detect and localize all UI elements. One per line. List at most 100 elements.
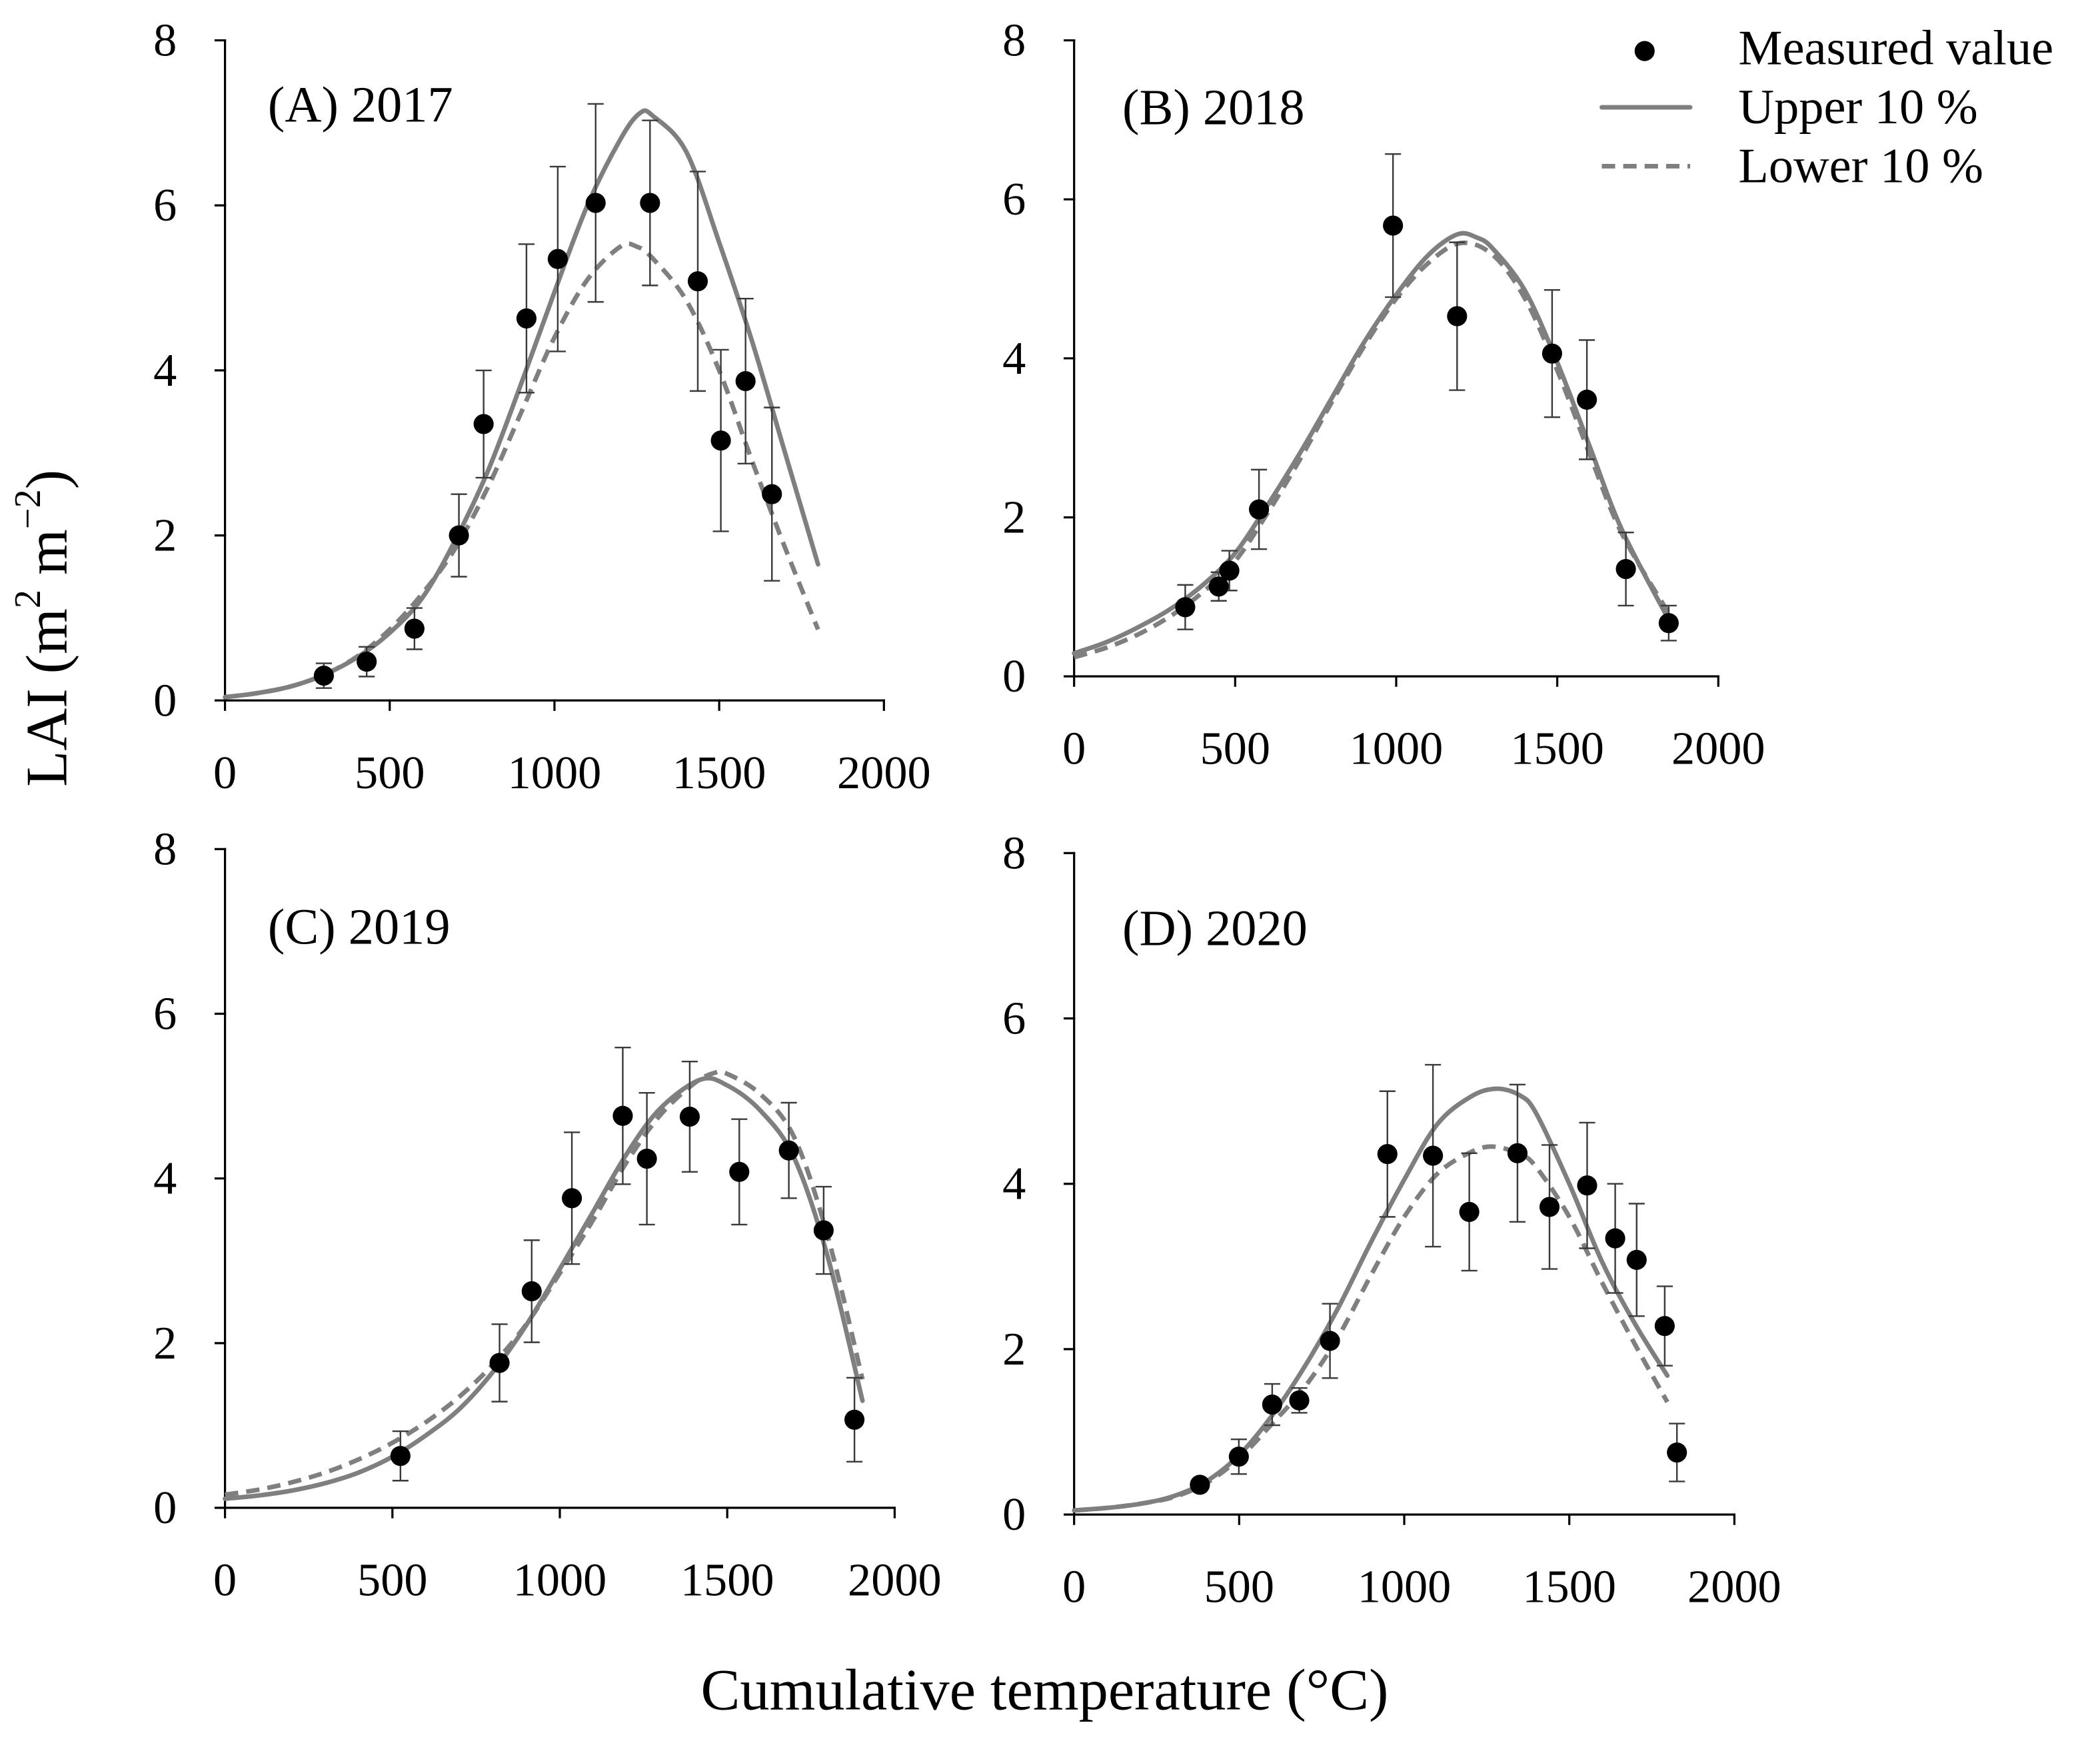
measured-point xyxy=(1626,1249,1647,1270)
x-tick-label: 1000 xyxy=(508,747,602,799)
measured-point xyxy=(1423,1145,1444,1166)
x-tick-label: 1000 xyxy=(513,1554,607,1606)
measured-point xyxy=(1249,499,1270,520)
measured-point xyxy=(1228,1447,1249,1467)
upper-10-curve xyxy=(223,1075,865,1501)
measured-point xyxy=(1605,1228,1625,1249)
measured-point xyxy=(1320,1331,1340,1351)
legend: Measured value Upper 10 % Lower 10 % xyxy=(1599,21,2053,193)
measured-point xyxy=(735,370,756,392)
y-tick-label: 0 xyxy=(153,674,177,726)
measured-point xyxy=(1289,1390,1310,1411)
measured-point xyxy=(679,1106,700,1127)
measured-point xyxy=(547,249,568,269)
y-tick-label: 0 xyxy=(1002,1488,1026,1540)
lower-10-curve xyxy=(225,1069,865,1497)
y-tick-label: 4 xyxy=(1002,332,1026,384)
measured-point xyxy=(729,1161,750,1182)
measured-point xyxy=(1377,1143,1398,1165)
measured-point xyxy=(813,1220,834,1241)
y-tick-label: 8 xyxy=(1002,827,1026,879)
measured-point xyxy=(778,1140,799,1161)
legend-measured-marker xyxy=(1634,41,1655,61)
measured-point xyxy=(1654,1316,1675,1337)
y-tick-label: 0 xyxy=(1002,650,1026,702)
y-tick-label: 6 xyxy=(1002,993,1026,1045)
measured-point xyxy=(1219,560,1240,581)
x-tick-label: 0 xyxy=(1062,723,1086,775)
measured-point xyxy=(1262,1394,1282,1415)
x-tick-label: 1000 xyxy=(1358,1561,1452,1613)
x-tick-label: 0 xyxy=(213,1554,237,1606)
x-tick-label: 1500 xyxy=(1510,723,1604,775)
legend-upper-label: Upper 10 % xyxy=(1738,80,1977,135)
x-tick-label: 500 xyxy=(1204,1561,1275,1613)
panel-d: 0 2 4 6 8 0 500 1000 1500 2000 (D) 2020 xyxy=(1002,827,1781,1612)
legend-lower-label: Lower 10 % xyxy=(1738,139,1983,193)
measured-point xyxy=(1190,1474,1210,1495)
panel-title: (A) 2017 xyxy=(268,77,453,133)
lower-10-curve xyxy=(1074,1144,1669,1513)
y-tick-label: 8 xyxy=(1002,15,1026,67)
y-tick-label: 6 xyxy=(153,179,177,231)
y-tick-label: 6 xyxy=(1002,173,1026,225)
measured-point xyxy=(1667,1442,1687,1463)
x-tick-label: 2000 xyxy=(837,747,931,799)
x-tick-label: 2000 xyxy=(1671,723,1765,775)
y-tick-label: 2 xyxy=(1002,1323,1026,1375)
x-tick-label: 1500 xyxy=(1522,1561,1616,1613)
measured-point xyxy=(390,1446,411,1466)
measured-point xyxy=(404,618,425,639)
measured-point xyxy=(585,193,606,213)
y-tick-label: 0 xyxy=(153,1482,177,1534)
panel-title: (C) 2019 xyxy=(268,898,451,955)
y-tick-label: 8 xyxy=(153,823,177,875)
measured-point xyxy=(612,1105,633,1126)
x-tick-label: 500 xyxy=(355,747,425,799)
y-axis-title: LAI (m2 m−2) xyxy=(7,425,79,860)
measured-point xyxy=(1507,1143,1528,1163)
measured-point xyxy=(521,1281,542,1302)
y-tick-label: 4 xyxy=(153,344,177,396)
x-axis-title: Cumulative temperature (°C) xyxy=(700,1657,1388,1722)
measured-point xyxy=(562,1188,582,1209)
y-axis-title-base: LAI (m xyxy=(14,608,79,787)
measured-point xyxy=(844,1409,865,1430)
y-axis-title-close: ) xyxy=(14,470,79,489)
measured-point xyxy=(1175,597,1196,618)
y-axis-title-sup1: 2 xyxy=(7,590,49,608)
measured-point xyxy=(1447,306,1468,326)
panel-c: 0 2 4 6 8 0 500 1000 1500 2000 (C) 2019 xyxy=(153,823,942,1606)
measured-point xyxy=(687,271,708,292)
measured-point xyxy=(489,1353,510,1373)
measured-point xyxy=(473,414,494,434)
measured-point xyxy=(710,430,731,451)
x-tick-label: 2000 xyxy=(1687,1561,1781,1613)
x-tick-label: 1500 xyxy=(680,1554,774,1606)
panel-title: (B) 2018 xyxy=(1122,79,1305,136)
x-tick-label: 500 xyxy=(1200,723,1271,775)
x-tick-label: 2000 xyxy=(848,1554,942,1606)
y-tick-label: 2 xyxy=(1002,491,1026,543)
measured-point xyxy=(762,484,782,504)
legend-measured-label: Measured value xyxy=(1738,21,2053,76)
measured-point xyxy=(1577,1175,1597,1196)
x-tick-label: 1500 xyxy=(672,747,766,799)
lower-10-curve xyxy=(1073,241,1671,660)
measured-point xyxy=(1615,558,1636,580)
measured-point xyxy=(640,193,660,213)
measured-point xyxy=(449,525,469,546)
measured-point xyxy=(313,666,334,686)
y-tick-label: 8 xyxy=(153,15,177,67)
measured-point xyxy=(1658,613,1679,634)
y-tick-label: 4 xyxy=(1002,1158,1026,1210)
panel-b: 0 2 4 6 8 0 500 1000 1500 2000 (B) 2018 xyxy=(1002,15,1765,775)
x-tick-label: 0 xyxy=(1062,1561,1086,1613)
measured-point xyxy=(1539,1197,1560,1217)
x-tick-label: 1000 xyxy=(1350,723,1444,775)
measured-point xyxy=(516,308,537,328)
panel-title: (D) 2020 xyxy=(1122,899,1308,956)
